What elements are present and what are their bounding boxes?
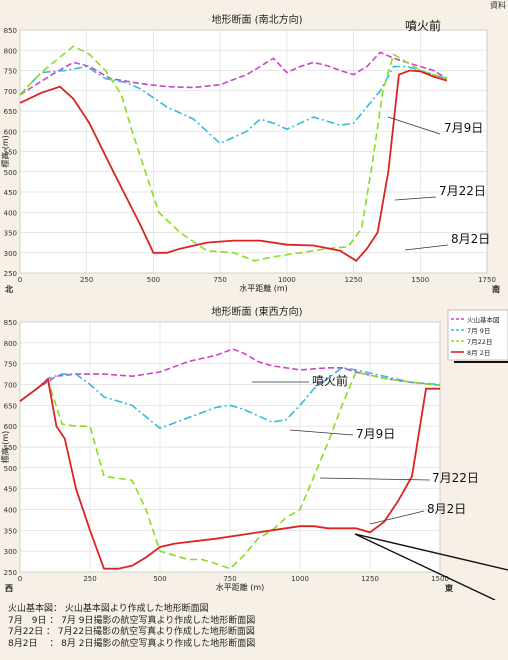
callout-leader [404, 244, 449, 251]
series-line-jul22 [19, 45, 448, 262]
chart-east-west: 地形断面 (東西方向) 250 300 350 400 450 500 550 600 650 7… [0, 302, 508, 601]
y-tick-label: 700 [4, 88, 17, 96]
chart-title: 地形断面 (東西方向) [211, 307, 303, 318]
y-axis-label: 標高 (m) [0, 431, 10, 464]
callout-label-aug2: 8月2日 [427, 502, 466, 516]
callout-label-pre: 噴火前 [405, 18, 441, 33]
x-tick-label: 250 [80, 276, 93, 284]
note-line: 8月2日 ： 8月 2日撮影の航空写真より作成した地形断面図 [8, 638, 256, 649]
y-tick-label: 300 [4, 548, 17, 556]
series-line-aug2 [19, 69, 448, 262]
x-tick-label: 0 [18, 575, 22, 583]
x-axis-label: 水平距離 (m) [239, 283, 288, 293]
y-tick-label: 800 [4, 47, 17, 55]
note-line: 7月 9日 ： 7月 9日撮影の航空写真より作成した地形断面図 [8, 615, 256, 626]
chart-title: 地形断面 (南北方向) [211, 15, 303, 26]
y-tick-label: 600 [4, 128, 17, 136]
y-tick-label: 250 [4, 569, 17, 577]
y-tick-label: 500 [4, 465, 17, 473]
notes: 火山基本図： 火山基本図より作成した地形断面図 7月 9日 ： 7月 9日撮影の… [8, 604, 255, 650]
callout-label-jul9: 7月9日 [356, 427, 395, 441]
y-tick-label: 600 [4, 423, 17, 431]
chart-svg: 250 300 350 400 450 500 550 600 650 700 750 800 850 0… [0, 309, 508, 601]
x-tick-label: 1750 [478, 276, 496, 284]
callout-label-pre: 噴火前 [312, 373, 348, 388]
callout-leader [394, 196, 437, 201]
x-tick-label: 1500 [411, 276, 429, 284]
x-axis-label: 水平距離 (m) [216, 582, 265, 592]
x-tick-label: 1000 [278, 276, 296, 284]
x-tick-label: 1250 [345, 276, 363, 284]
y-tick-label: 850 [4, 319, 17, 327]
y-tick-label: 450 [4, 189, 17, 197]
y-axis-label: 標高 (m) [0, 135, 10, 168]
x-tick-label: 250 [83, 575, 96, 583]
y-tick-label: 500 [4, 169, 17, 177]
legend-label: 7月 9日 [467, 327, 490, 335]
callout-leader [369, 510, 425, 525]
corner-label: 資料 [490, 1, 506, 10]
y-tick-label: 550 [4, 149, 17, 157]
x-tick-label: 500 [147, 276, 160, 284]
callout-label-aug2: 8月2日 [451, 232, 490, 246]
x-tick-label: 1000 [291, 575, 309, 583]
chart-svg: 250 300 350 400 450 500 550 600 650 700 750 800 850 0… [0, 18, 500, 294]
series-line-pre [19, 348, 441, 402]
callout-label-jul9: 7月9日 [444, 121, 483, 135]
direction-left-label: 西 [5, 584, 13, 593]
y-tick-label: 350 [4, 230, 17, 238]
chart-north-south: 地形断面 (南北方向) 250 300 350 400 450 500 550 600 650 7… [0, 10, 508, 295]
y-tick-label: 550 [4, 444, 17, 452]
pointer-line [354, 533, 496, 601]
x-tick-label: 500 [153, 575, 166, 583]
direction-right-label: 東 [445, 583, 453, 593]
callout-leader [319, 477, 431, 481]
series-line-aug2 [19, 377, 440, 570]
series-line-jul22 [19, 371, 441, 570]
y-tick-label: 300 [4, 250, 17, 258]
legend-label: 7月22日 [467, 338, 492, 346]
callout-label-jul22: 7月22日 [439, 184, 486, 198]
x-tick-label: 1250 [361, 575, 379, 583]
y-tick-label: 800 [4, 340, 17, 348]
y-tick-label: 750 [4, 68, 17, 76]
y-tick-label: 650 [4, 108, 17, 116]
y-tick-label: 450 [4, 486, 17, 494]
y-tick-label: 700 [4, 382, 17, 390]
note-line: 火山基本図： 火山基本図より作成した地形断面図 [8, 604, 209, 614]
y-tick-label: 750 [4, 361, 17, 369]
direction-right-label: 南 [492, 284, 500, 294]
callout-leader [387, 116, 441, 135]
direction-left-label: 北 [5, 284, 13, 294]
x-tick-label: 0 [18, 276, 22, 284]
note-line: 7月22日 ： 7月22日撮影の航空写真より作成した地形断面図 [8, 627, 255, 637]
y-tick-label: 250 [4, 270, 17, 278]
callout-label-jul22: 7月22日 [432, 471, 479, 485]
legend-label: 8月 2日 [467, 349, 490, 357]
callout-leader [289, 429, 354, 436]
series-line-jul9 [19, 366, 441, 430]
pointer-line [354, 533, 508, 571]
y-tick-label: 400 [4, 507, 17, 515]
y-tick-label: 400 [4, 209, 17, 217]
y-tick-label: 350 [4, 527, 17, 535]
y-tick-label: 650 [4, 402, 17, 410]
x-tick-label: 750 [213, 276, 226, 284]
series-line-jul9 [19, 65, 448, 145]
y-tick-label: 850 [4, 27, 17, 35]
x-tick-label: 1500 [431, 575, 449, 583]
x-tick-label: 750 [223, 575, 236, 583]
legend-label: 火山基本図 [467, 315, 500, 324]
